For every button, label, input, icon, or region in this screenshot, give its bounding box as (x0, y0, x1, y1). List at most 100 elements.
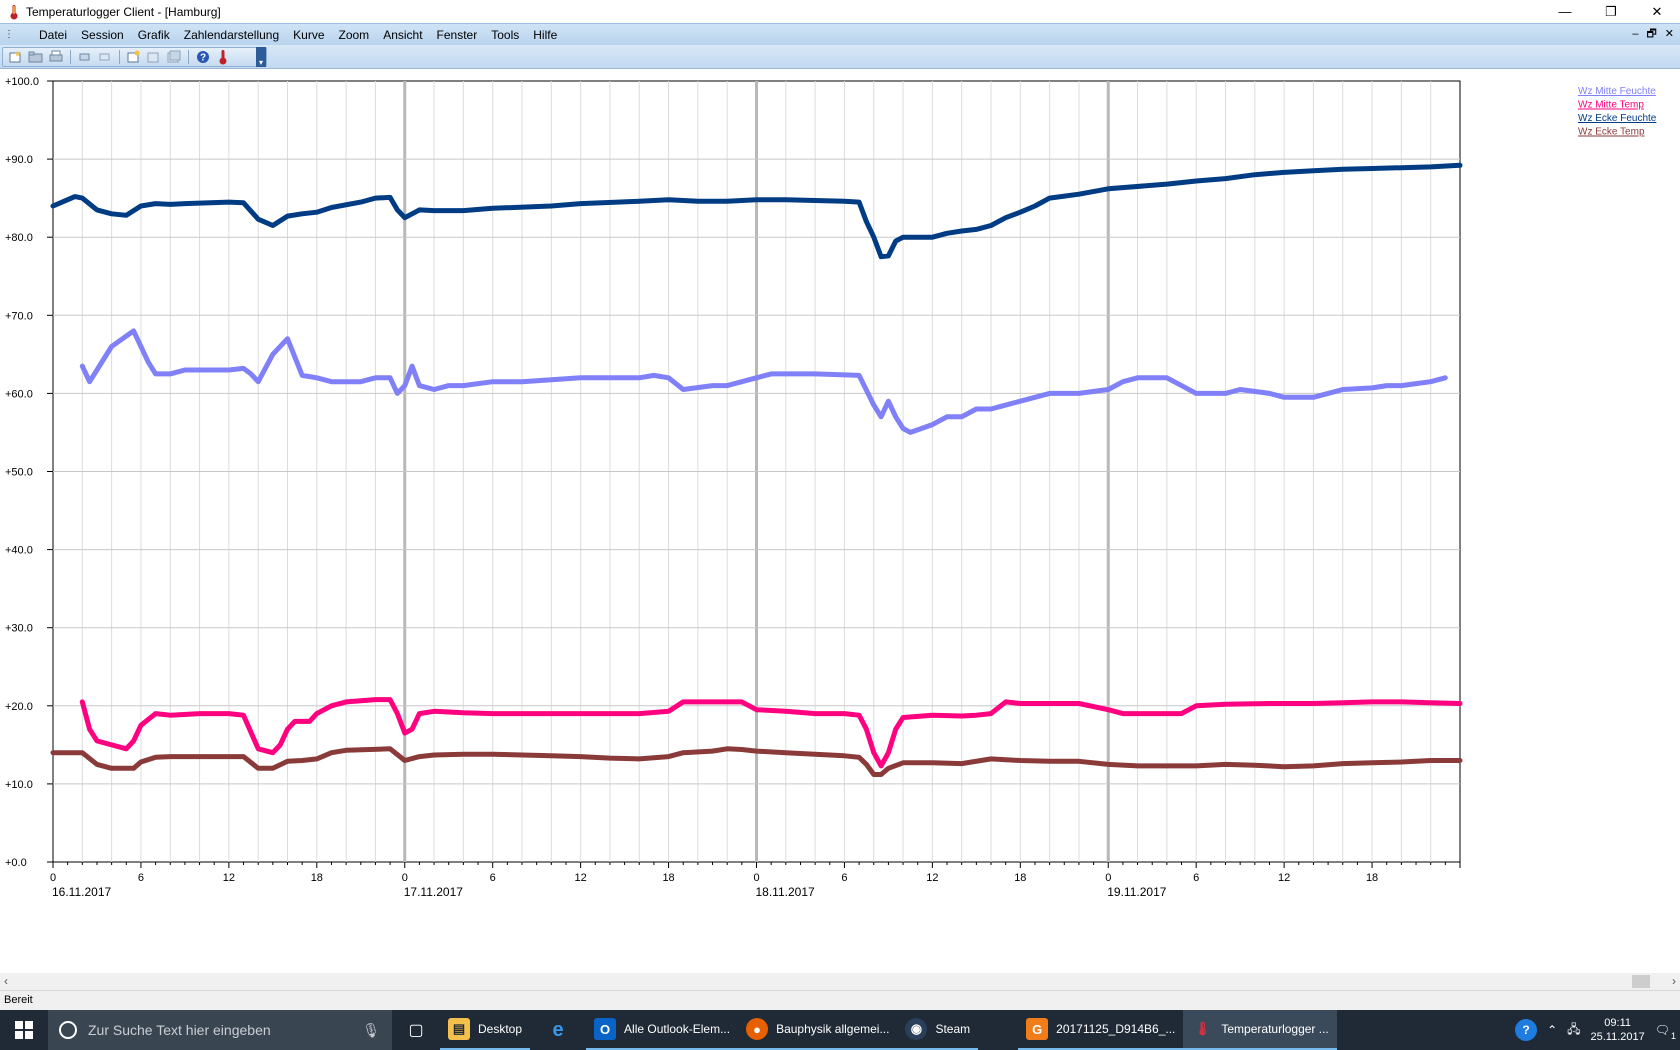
menu-session[interactable]: Session (81, 27, 124, 42)
menu-tools[interactable]: Tools (491, 27, 520, 42)
minimize-button[interactable]: — (1558, 4, 1572, 19)
legend-entry[interactable]: Wz Mitte Temp (1578, 100, 1644, 111)
y-tick-label: +40.0 (5, 545, 33, 557)
taskbar-item-outlook[interactable]: O Alle Outlook-Elem... (586, 1010, 739, 1050)
x-date-label: 19.11.2017 (1107, 885, 1166, 899)
menu-datei[interactable]: Datei (39, 27, 68, 42)
window-titlebar: Temperaturlogger Client - [Hamburg] — ❐ … (0, 0, 1680, 23)
menu-zahlendarstellung[interactable]: Zahlendarstellung (183, 27, 280, 42)
microphone-icon[interactable]: 🎙 (362, 1021, 380, 1038)
steam-icon: ◉ (905, 1018, 928, 1040)
taskbar-item-label: Temperaturlogger ... (1221, 1022, 1329, 1036)
status-text: Bereit (4, 994, 33, 1006)
open-folder-icon[interactable] (27, 49, 45, 65)
taskbar-search[interactable]: Zur Suche Text hier eingeben 🎙 (48, 1010, 392, 1050)
x-tick-label: 6 (1193, 872, 1199, 884)
scroll-left-icon[interactable]: ‹ (4, 974, 8, 988)
thermometer-icon[interactable] (214, 49, 232, 65)
toolbar-strip: ? ▾ (2, 47, 267, 67)
delete-curve-icon[interactable] (165, 49, 183, 65)
taskbar-item-label: Bauphysik allgemei... (776, 1022, 890, 1036)
mdi-minimize-button[interactable]: – (1632, 28, 1639, 40)
y-tick-label: +90.0 (5, 154, 33, 166)
network-icon[interactable]: 🖧 (1567, 1021, 1581, 1036)
thermometer-icon: 🌡 (1194, 1021, 1211, 1036)
notification-count: 1 (1670, 1031, 1676, 1041)
menu-hilfe[interactable]: Hilfe (533, 27, 558, 42)
help-icon[interactable]: ? (194, 49, 212, 65)
x-tick-label: 12 (223, 872, 235, 884)
taskbar-item-label: Alle Outlook-Elem... (624, 1022, 731, 1036)
taskbar-item-desktop[interactable]: ▤ Desktop (440, 1010, 531, 1050)
menu-fenster[interactable]: Fenster (436, 27, 478, 42)
taskbar-item-temperaturlogger[interactable]: 🌡 Temperaturlogger ... (1183, 1010, 1337, 1050)
print-icon[interactable] (47, 49, 65, 65)
restore-button[interactable]: ❐ (1605, 3, 1617, 19)
window-tile-icon[interactable] (76, 49, 94, 65)
taskbar-item-image[interactable]: G 20171125_D914B6_... (1018, 1010, 1184, 1050)
line-chart: +100.0 +90.0 +80.0 +70.0 +60.0 +50.0 +40.0 +30.… (5, 76, 1657, 899)
x-tick-label: 18 (1366, 872, 1378, 884)
taskbar-item-firefox[interactable]: ● Bauphysik allgemei... (738, 1010, 898, 1050)
legend-entry[interactable]: Wz Mitte Feuchte (1578, 86, 1656, 97)
new-session-icon[interactable] (7, 49, 25, 65)
x-tick-label: 6 (138, 872, 144, 884)
taskbar-item-edge[interactable]: e (530, 1010, 586, 1050)
clock[interactable]: 09:11 25.11.2017 (1591, 1016, 1645, 1044)
tray-overflow-icon[interactable]: ⌃ (1547, 1023, 1558, 1037)
x-tick-label: 0 (753, 872, 759, 884)
menu-ansicht[interactable]: Ansicht (383, 27, 423, 42)
legend-entry[interactable]: Wz Ecke Temp (1578, 127, 1645, 138)
x-tick-label: 0 (402, 872, 408, 884)
x-tick-label: 18 (311, 872, 323, 884)
window-title: Temperaturlogger Client - [Hamburg] (26, 4, 221, 19)
edge-icon: e (552, 1018, 564, 1041)
x-tick-label: 18 (1014, 872, 1026, 884)
toolbar-separator (188, 50, 189, 64)
y-tick-label: +0.0 (5, 857, 27, 869)
mdi-restore-button[interactable]: 🗗 (1646, 28, 1657, 40)
x-tick-label: 12 (1278, 872, 1290, 884)
close-button[interactable]: ✕ (1651, 3, 1663, 19)
menu-bar: ⋮ Datei Session Grafik Zahlendarstellung… (0, 23, 1680, 45)
series-line-1 (79, 328, 1448, 435)
x-tick-label: 6 (841, 872, 847, 884)
series-line-3 (50, 162, 1463, 260)
menu-zoom[interactable]: Zoom (338, 27, 370, 42)
mdi-close-button[interactable]: ✕ (1664, 28, 1674, 40)
status-bar: Bereit (0, 990, 1680, 1010)
menu-grip-icon[interactable]: ⋮ (4, 28, 14, 40)
task-view-icon[interactable]: ▢ (408, 1022, 424, 1039)
scroll-thumb[interactable] (1632, 975, 1650, 988)
taskbar-item-steam[interactable]: ◉ Steam (897, 1010, 979, 1050)
menu-grafik[interactable]: Grafik (137, 27, 170, 42)
search-placeholder: Zur Suche Text hier eingeben (88, 1022, 271, 1038)
windows-start-icon[interactable] (0, 1010, 48, 1050)
x-date-label: 16.11.2017 (52, 885, 111, 899)
clock-time: 09:11 (1604, 1017, 1631, 1029)
clock-date: 25.11.2017 (1590, 1031, 1645, 1043)
firefox-icon: ● (746, 1018, 769, 1040)
help-icon[interactable]: ? (1515, 1019, 1538, 1041)
y-tick-label: +10.0 (5, 779, 33, 791)
y-tick-label: +70.0 (5, 310, 33, 322)
toolbar-overflow-icon[interactable]: ▾ (256, 47, 266, 67)
add-curve-icon[interactable] (125, 49, 143, 65)
toolbar-separator (70, 50, 71, 64)
taskbar: Zur Suche Text hier eingeben 🎙 ▢ ▤ Deskt… (0, 1010, 1680, 1050)
horizontal-scrollbar[interactable]: ‹ › (0, 973, 1680, 990)
cortana-icon (59, 1021, 77, 1039)
legend-entry[interactable]: Wz Ecke Feuchte (1578, 113, 1657, 124)
y-tick-label: +30.0 (5, 623, 33, 635)
window-cascade-icon[interactable] (96, 49, 114, 65)
scroll-right-icon[interactable]: › (1672, 974, 1676, 988)
x-tick-label: 18 (662, 872, 674, 884)
system-tray: ? ⌃ 🖧 09:11 25.11.2017 🗨 1 (1515, 1010, 1680, 1050)
x-tick-label: 0 (1105, 872, 1111, 884)
edit-curve-icon[interactable] (145, 49, 163, 65)
y-tick-label: +100.0 (5, 76, 39, 88)
x-tick-label: 0 (50, 872, 56, 884)
notification-icon[interactable]: 🗨 1 (1654, 1023, 1676, 1041)
menu-kurve[interactable]: Kurve (293, 27, 325, 42)
toolbar-separator (119, 50, 120, 64)
